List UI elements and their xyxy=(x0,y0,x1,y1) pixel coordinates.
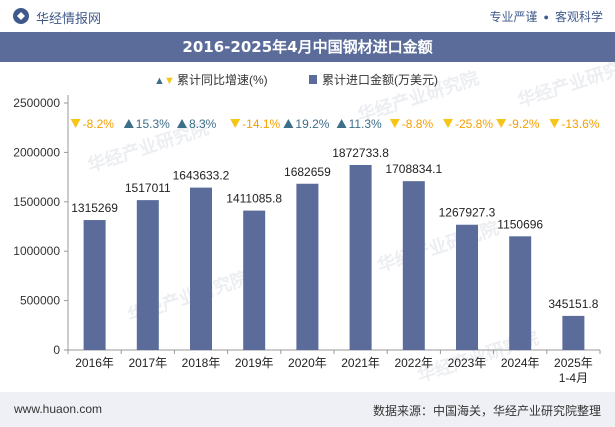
bar xyxy=(136,200,159,350)
bar-value-label: 1267927.3 xyxy=(439,206,496,220)
legend-bar-swatch xyxy=(309,75,317,84)
bar-value-label: 1315269 xyxy=(71,201,118,215)
up-triangle-icon xyxy=(283,119,294,128)
y-tick-label: 2000000 xyxy=(13,145,60,159)
y-tick-label: 1500000 xyxy=(13,195,60,209)
down-triangle-icon xyxy=(443,119,453,128)
bar xyxy=(243,210,266,350)
bar-value-label: 1411085.8 xyxy=(226,192,282,206)
bar xyxy=(456,224,478,350)
legend-up-triangle-icon: ▲ xyxy=(154,75,165,87)
bar xyxy=(190,187,212,350)
bar-value-label: 1682659 xyxy=(284,165,331,179)
footer: www.huaon.com 数据来源：中国海关，华经产业研究院整理 xyxy=(0,392,615,427)
y-tick-label: 500000 xyxy=(20,294,60,308)
rate-label: 11.3% xyxy=(349,117,382,131)
huajing-logo-icon xyxy=(13,8,29,24)
down-triangle-icon xyxy=(389,119,400,128)
x-tick-label: 2023年 xyxy=(448,356,487,370)
footer-source: 数据来源：中国海关，华经产业研究院整理 xyxy=(372,404,601,418)
rate-label: 8.3% xyxy=(189,117,217,131)
x-tick-label: 2024年 xyxy=(501,356,540,370)
x-tick-label: 2021年 xyxy=(341,356,380,370)
x-axis-labels: 2016年 2017年 2018年 2019年 2020年 2021年 2022年 2023年… xyxy=(75,356,593,385)
rate-label: 15.3% xyxy=(136,117,170,131)
y-tick-label: 2500000 xyxy=(13,96,60,110)
separator-dot-icon: ● xyxy=(543,11,549,22)
up-triangle-icon xyxy=(336,119,347,128)
bar xyxy=(349,164,372,350)
rate-label: -8.2% xyxy=(83,117,115,131)
bar xyxy=(83,220,106,350)
x-tick-label: 2022年 xyxy=(394,356,433,370)
watermark-text: 华经产业研究院 xyxy=(375,217,502,277)
bar xyxy=(562,315,585,350)
down-triangle-icon xyxy=(230,119,241,128)
rate-row: -8.2% 15.3% 8.3% -14.1% 19.2% 11.3% -8.8% -25.8… xyxy=(70,117,600,131)
rate-label: -14.1% xyxy=(242,117,280,131)
watermark-text: 华经产业研究院 xyxy=(515,62,615,112)
rate-label: -25.8% xyxy=(455,117,493,131)
x-tick-label: 2017年 xyxy=(128,356,167,370)
x-tick-label: 2025年 xyxy=(554,356,593,370)
top-bar: 华经情报网 专业严谨 ● 客观科学 xyxy=(0,0,615,32)
bar xyxy=(296,183,319,350)
bar-labels: 131526915170111643633.21411085.816826591… xyxy=(71,146,599,311)
slogan-1: 专业严谨 xyxy=(489,10,538,24)
y-tick-label: 0 xyxy=(53,343,60,357)
bar-value-label: 345151.8 xyxy=(548,297,598,311)
chart-area: 华经产业研究院华经产业研究院华经产业研究院华经产业研究院华经产业研究院华经产业研… xyxy=(13,62,615,387)
slogan-2: 客观科学 xyxy=(554,10,603,24)
x-tick-label: 2018年 xyxy=(182,356,221,370)
bar-value-label: 1643633.2 xyxy=(173,169,230,183)
rate-label: -9.2% xyxy=(508,117,540,131)
x-tick-label: 2020年 xyxy=(288,356,327,370)
y-tick-label: 1000000 xyxy=(13,244,60,258)
x-tick-label: 2019年 xyxy=(235,356,274,370)
bar xyxy=(402,181,425,350)
down-triangle-icon xyxy=(549,119,560,128)
down-triangle-icon xyxy=(70,119,81,128)
legend: ▲ ▼ 累计同比增速(%) 累计进口金额(万美元) xyxy=(154,72,438,87)
bar-value-label: 1872733.8 xyxy=(332,146,389,160)
bar xyxy=(509,236,532,350)
bar-value-label: 1150696 xyxy=(497,217,543,231)
legend-rate-label: 累计同比增速(%) xyxy=(177,73,268,87)
x-tick-label: 2016年 xyxy=(75,356,114,370)
chart-title: 2016-2025年4月中国钢材进口金额 xyxy=(0,32,615,62)
rate-label: -8.8% xyxy=(402,117,434,131)
legend-down-triangle-icon: ▼ xyxy=(164,75,175,87)
footer-site-link[interactable]: www.huaon.com xyxy=(14,402,103,416)
bars xyxy=(83,164,585,350)
x-tick-label: 1-4月 xyxy=(559,371,588,385)
up-triangle-icon xyxy=(177,119,187,128)
down-triangle-icon xyxy=(496,119,507,128)
up-triangle-icon xyxy=(123,119,134,128)
top-right-slogans: 专业严谨 ● 客观科学 xyxy=(490,8,603,25)
rate-label: -13.6% xyxy=(561,117,599,131)
legend-value-label: 累计进口金额(万美元) xyxy=(322,72,438,87)
bar-value-label: 1708834.1 xyxy=(385,162,442,176)
brand-name[interactable]: 华经情报网 xyxy=(36,11,102,26)
bar-value-label: 1517011 xyxy=(125,181,171,195)
rate-label: 19.2% xyxy=(295,117,329,131)
